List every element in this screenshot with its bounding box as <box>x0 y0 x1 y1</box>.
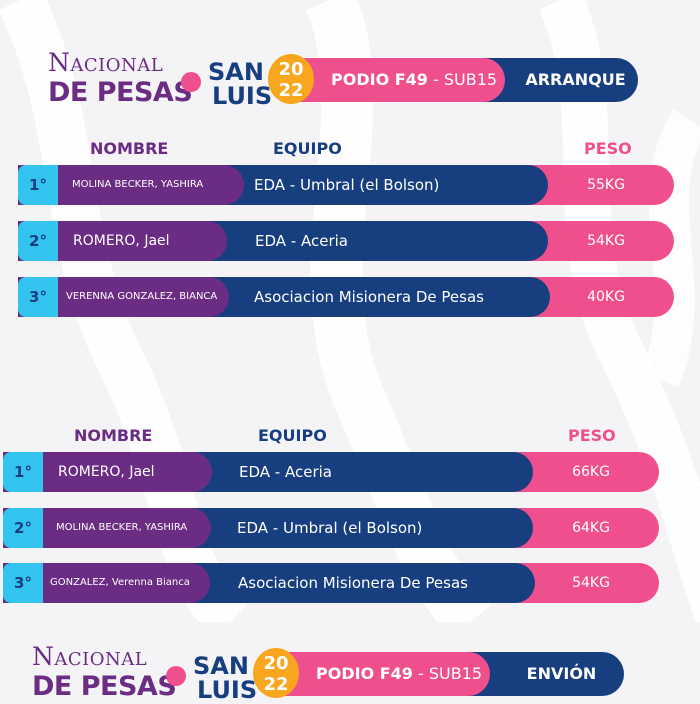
weight-value: 40KG <box>587 289 625 305</box>
nacional-de-pesas-logo: NACIONAL DE PESAS <box>48 48 193 108</box>
weight-value: 66KG <box>572 464 610 480</box>
weight-value: 64KG <box>572 520 610 536</box>
header-equipo: EQUIPO <box>273 139 342 158</box>
year-badge: 20 22 <box>268 54 314 104</box>
podium-row-1: 1° MOLINA BECKER, YASHIRA EDA - Umbral (… <box>18 165 678 205</box>
header-peso: PESO <box>568 426 616 445</box>
podium-row-3: 3° VERENNA GONZALEZ, BIANCA Asociacion M… <box>18 277 678 317</box>
athlete-name: GONZALEZ, Verenna Bianca <box>50 577 190 588</box>
title-bar: PODIO F49 - SUB15 ENVIÓN <box>265 652 624 696</box>
podium-row-2: 2° ROMERO, Jael EDA - Aceria 54KG <box>18 221 678 261</box>
podium-row-2: 2° MOLINA BECKER, YASHIRA EDA - Umbral (… <box>3 508 663 548</box>
team-name: EDA - Umbral (el Bolson) <box>237 519 423 537</box>
header-peso: PESO <box>584 139 632 158</box>
rank-label: 2° <box>18 221 58 261</box>
lift-type-label: ARRANQUE <box>525 70 626 89</box>
podium-row-1: 1° ROMERO, Jael EDA - Aceria 66KG <box>3 452 663 492</box>
athlete-name: MOLINA BECKER, YASHIRA <box>56 522 188 533</box>
separator-dot <box>181 72 201 92</box>
weight-value: 55KG <box>587 177 625 193</box>
podium-panel-envion: NACIONAL DE PESAS SAN LUIS PODIO F49 - S… <box>0 300 700 702</box>
header-nombre: NOMBRE <box>74 426 153 445</box>
athlete-name: ROMERO, Jael <box>58 464 155 480</box>
team-name: EDA - Umbral (el Bolson) <box>254 176 440 194</box>
team-name: EDA - Aceria <box>255 232 348 250</box>
podium-row-3: 3° GONZALEZ, Verenna Bianca Asociacion M… <box>3 563 663 603</box>
year-badge: 20 22 <box>253 648 299 698</box>
team-name: Asociacion Misionera De Pesas <box>254 288 484 306</box>
header-equipo: EQUIPO <box>258 426 327 445</box>
podio-label: PODIO F49 - SUB15 <box>316 664 483 683</box>
rank-label: 1° <box>18 165 58 205</box>
nacional-de-pesas-logo: NACIONAL DE PESAS <box>32 642 177 702</box>
rank-label: 3° <box>18 277 58 317</box>
title-bar: PODIO F49 - SUB15 ARRANQUE <box>280 58 638 102</box>
athlete-name: ROMERO, Jael <box>73 233 170 249</box>
header-nombre: NOMBRE <box>90 139 169 158</box>
city-label: SAN LUIS <box>193 652 258 704</box>
city-label: SAN LUIS <box>208 58 273 110</box>
team-name: Asociacion Misionera De Pesas <box>238 574 468 592</box>
rank-label: 2° <box>3 508 43 548</box>
team-name: EDA - Aceria <box>239 463 332 481</box>
rank-label: 3° <box>3 563 43 603</box>
podio-label: PODIO F49 - SUB15 <box>331 70 498 89</box>
athlete-name: MOLINA BECKER, YASHIRA <box>72 179 204 190</box>
athlete-name: VERENNA GONZALEZ, BIANCA <box>66 291 218 302</box>
weight-value: 54KG <box>572 575 610 591</box>
separator-dot <box>166 666 186 686</box>
rank-label: 1° <box>3 452 43 492</box>
weight-value: 54KG <box>587 233 625 249</box>
lift-type-label: ENVIÓN <box>526 664 597 683</box>
podium-panel-arranque: NACIONAL DE PESAS SAN LUIS PODIO F49 - S… <box>0 0 700 317</box>
